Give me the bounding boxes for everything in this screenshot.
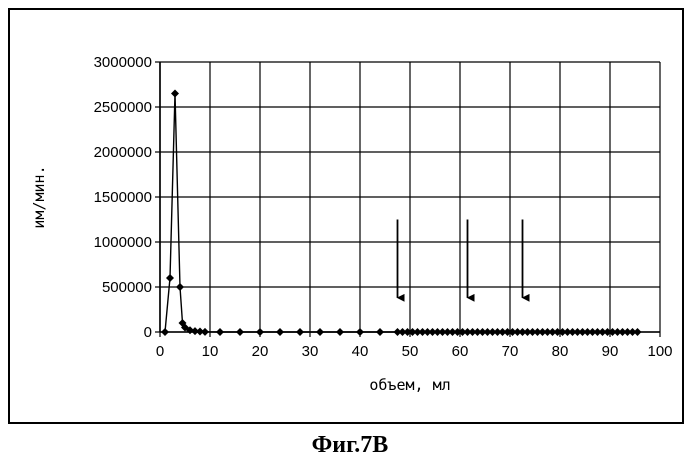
figure-caption: Фиг.7В [0, 432, 700, 459]
x-tick-label: 20 [252, 343, 269, 360]
x-tick-label: 40 [352, 343, 369, 360]
series-line [165, 94, 638, 333]
grid-layer [155, 62, 660, 337]
x-axis-title: объем, мл [369, 376, 450, 394]
y-tick-label: 2500000 [94, 99, 152, 116]
chart-svg: 0 500000 1000000 1500000 2000000 2500000 30000… [10, 10, 682, 422]
data-point [236, 328, 244, 336]
y-tick-label: 500000 [102, 279, 152, 296]
x-tick-label: 90 [602, 343, 619, 360]
data-point [634, 328, 642, 336]
data-point [356, 328, 364, 336]
y-axis-title: им/мин. [30, 165, 48, 228]
x-tick-label: 30 [302, 343, 319, 360]
x-axis-ticks: 0 10 20 30 40 50 60 70 80 90 100 [156, 343, 673, 360]
x-tick-label: 80 [552, 343, 569, 360]
data-point [336, 328, 344, 336]
x-tick-label: 10 [202, 343, 219, 360]
data-point [256, 328, 264, 336]
data-point [176, 283, 184, 291]
data-point [201, 328, 209, 336]
data-point [296, 328, 304, 336]
y-axis-ticks: 0 500000 1000000 1500000 2000000 2500000 30000… [94, 54, 152, 341]
y-tick-label: 0 [144, 324, 152, 341]
y-tick-label: 2000000 [94, 144, 152, 161]
y-tick-label: 1000000 [94, 234, 152, 251]
x-tick-label: 50 [402, 343, 419, 360]
data-point [166, 274, 174, 282]
x-tick-label: 0 [156, 343, 164, 360]
data-point [161, 328, 169, 336]
data-point [316, 328, 324, 336]
y-tick-label: 3000000 [94, 54, 152, 71]
data-point [376, 328, 384, 336]
x-tick-label: 60 [452, 343, 469, 360]
data-point [216, 328, 224, 336]
data-series [161, 90, 642, 337]
chart-frame: 0 500000 1000000 1500000 2000000 2500000 30000… [8, 8, 684, 424]
x-tick-label: 70 [502, 343, 519, 360]
x-tick-label: 100 [647, 343, 672, 360]
data-point [171, 90, 179, 98]
y-tick-label: 1500000 [94, 189, 152, 206]
data-point [276, 328, 284, 336]
